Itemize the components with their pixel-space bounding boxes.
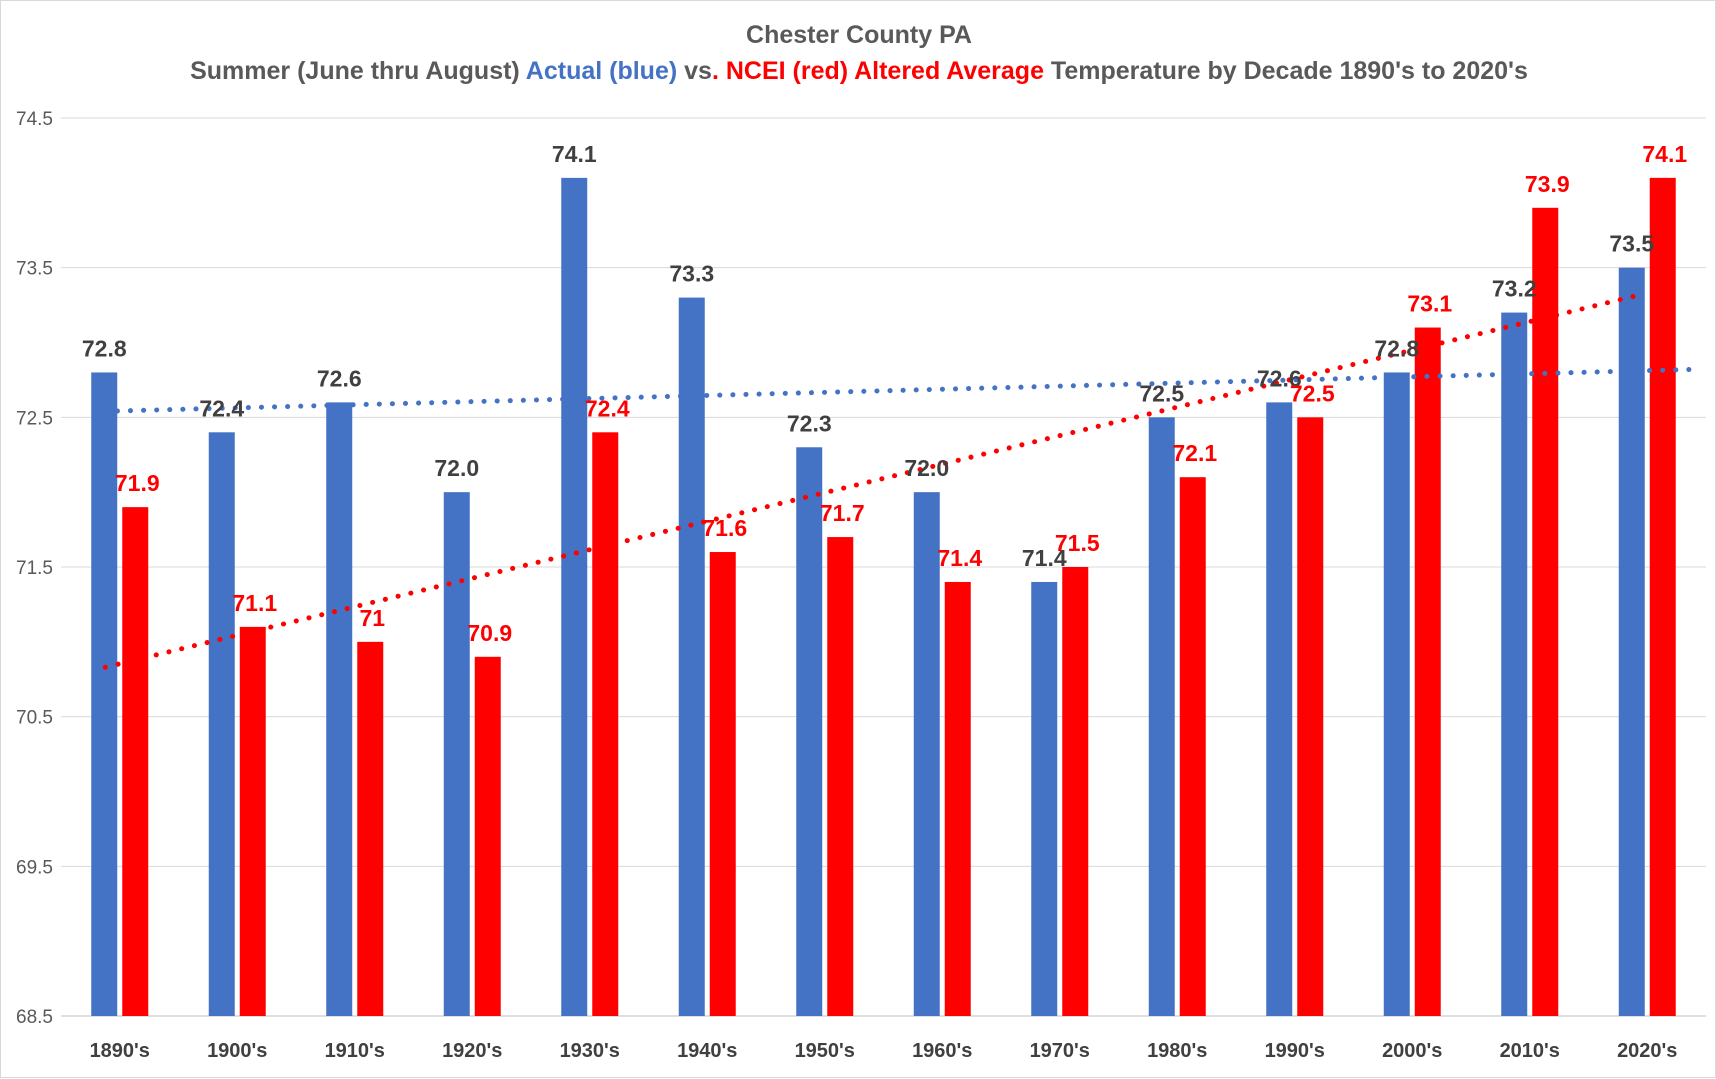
data-label-actual: 73.3 — [669, 261, 714, 287]
data-label-ncei: 71.6 — [702, 515, 747, 541]
x-axis: 1890's 1900's 1910's 1920's 1930's 1940's 1950… — [90, 1040, 1678, 1062]
gridlines — [61, 117, 1706, 1017]
bar-actual — [1266, 402, 1293, 1016]
x-tick-label: 1900's — [207, 1040, 267, 1062]
chart-subtitle: Summer (June thru August) Actual (blue) … — [190, 57, 1528, 85]
data-label-ncei: 71.4 — [937, 545, 982, 571]
data-label-actual: 72.0 — [904, 455, 949, 481]
y-tick-label: 69.5 — [16, 857, 53, 878]
trendline-ncei — [102, 293, 1638, 670]
data-label-actual: 72.4 — [199, 395, 244, 421]
bar-actual — [796, 447, 823, 1016]
data-label-ncei: 72.5 — [1290, 380, 1335, 406]
trendlines — [101, 293, 1695, 670]
bar-ncei — [827, 537, 854, 1016]
bar-actual — [326, 402, 353, 1016]
x-tick-label: 2010's — [1500, 1040, 1560, 1062]
x-tick-label: 1960's — [912, 1040, 972, 1062]
bar-ncei — [592, 432, 619, 1016]
data-label-ncei: 71.5 — [1055, 530, 1100, 556]
x-tick-label: 1980's — [1147, 1040, 1207, 1062]
bar-ncei — [122, 507, 149, 1016]
bar-ncei — [1179, 477, 1206, 1016]
subtitle-part: Summer (June thru August) — [190, 57, 526, 85]
x-tick-label: 1940's — [677, 1040, 737, 1062]
y-tick-label: 73.5 — [16, 259, 53, 280]
bar-ncei — [709, 552, 736, 1016]
data-label-ncei: 72.4 — [585, 395, 630, 421]
x-tick-label: 1920's — [442, 1040, 502, 1062]
data-label-ncei: 73.1 — [1407, 291, 1452, 317]
x-tick-label: 1950's — [795, 1040, 855, 1062]
y-tick-label: 70.5 — [16, 708, 53, 729]
data-label-ncei: 71.1 — [232, 590, 277, 616]
data-label-ncei: 71.7 — [820, 500, 865, 526]
bars — [91, 177, 1676, 1017]
x-tick-label: 1910's — [325, 1040, 385, 1062]
chart-title-group: Chester County PA Summer (June thru Augu… — [190, 21, 1528, 85]
x-tick-label: 2000's — [1382, 1040, 1442, 1062]
data-label-actual: 71.4 — [1022, 545, 1067, 571]
x-tick-label: 1890's — [90, 1040, 150, 1062]
data-label-actual: 72.8 — [82, 335, 127, 361]
bar-ncei — [1414, 327, 1441, 1016]
data-label-actual: 72.6 — [317, 365, 362, 391]
bar-actual — [443, 492, 470, 1017]
subtitle-part: vs — [677, 57, 712, 85]
x-tick-label: 2020's — [1617, 1040, 1677, 1062]
data-label-actual: 73.5 — [1609, 231, 1654, 257]
y-tick-label: 71.5 — [16, 558, 53, 579]
bar-actual — [913, 492, 940, 1017]
bar-actual — [1031, 581, 1058, 1016]
x-tick-label: 1990's — [1265, 1040, 1325, 1062]
bar-ncei — [357, 641, 384, 1016]
x-tick-label: 1970's — [1030, 1040, 1090, 1062]
bar-actual — [1148, 417, 1175, 1016]
data-label-actual: 72.8 — [1374, 335, 1419, 361]
data-label-actual: 74.1 — [552, 141, 597, 167]
data-label-actual: 73.2 — [1492, 276, 1537, 302]
bar-actual — [561, 177, 588, 1016]
bar-ncei — [1062, 567, 1089, 1016]
data-label-ncei: 72.1 — [1172, 440, 1217, 466]
bar-ncei — [474, 656, 501, 1016]
bar-ncei — [1532, 207, 1559, 1017]
data-label-ncei: 70.9 — [467, 620, 512, 646]
y-tick-label: 72.5 — [16, 408, 53, 429]
bar-actual — [208, 432, 235, 1016]
bar-ncei — [239, 626, 266, 1016]
bar-actual — [1501, 312, 1528, 1017]
data-label-ncei: 71 — [359, 605, 385, 631]
subtitle-part: Actual (blue) — [526, 57, 677, 85]
trendline-actual — [101, 366, 1695, 414]
data-label-actual: 72.5 — [1139, 380, 1184, 406]
y-tick-label: 74.5 — [16, 109, 53, 130]
bar-actual — [678, 297, 705, 1017]
y-tick-label: 68.5 — [16, 1007, 53, 1028]
bar-actual — [1383, 372, 1410, 1016]
data-label-actual: 72.6 — [1257, 365, 1302, 391]
subtitle-part: Temperature by Decade 1890's to 2020's — [1044, 57, 1528, 85]
data-label-ncei: 71.9 — [115, 470, 160, 496]
subtitle-part: . NCEI (red) Altered Average — [712, 57, 1044, 85]
bar-ncei — [1297, 417, 1324, 1016]
data-labels: 72.8 71.9 72.4 71.1 72.6 71 72.0 70.9 74.1 72.4 73… — [82, 141, 1687, 646]
data-label-actual: 72.0 — [434, 455, 479, 481]
data-label-ncei: 73.9 — [1525, 171, 1570, 197]
data-label-actual: 72.3 — [787, 410, 832, 436]
y-axis: 74.5 73.5 72.5 71.5 70.5 69.5 68.5 — [16, 109, 53, 1028]
chart-title: Chester County PA — [746, 21, 972, 49]
bar-actual — [1618, 267, 1645, 1017]
bar-ncei — [944, 581, 971, 1016]
bar-ncei — [1649, 177, 1676, 1016]
data-label-ncei: 74.1 — [1642, 141, 1687, 167]
bar-actual — [91, 372, 118, 1016]
x-tick-label: 1930's — [560, 1040, 620, 1062]
